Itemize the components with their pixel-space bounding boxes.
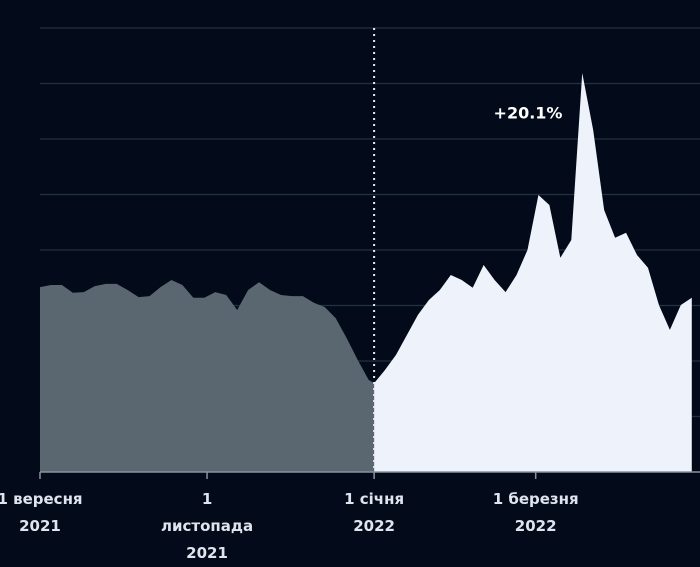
x-tick-label: 1 січня 2022 — [344, 490, 405, 535]
annotation: +20.1% — [494, 104, 563, 123]
area — [374, 72, 692, 472]
x-tick-label: 1 листопада 2021 — [160, 490, 254, 562]
page: +20.1% 1 вересня 2021 1 листопада 2021 1 с… — [0, 27, 700, 562]
x-tick-label: 1 березня 2022 — [492, 490, 579, 535]
area — [40, 279, 375, 472]
x-tick-label: 1 вересня 2021 — [0, 490, 83, 535]
chart: +20.1% — [39, 27, 700, 479]
